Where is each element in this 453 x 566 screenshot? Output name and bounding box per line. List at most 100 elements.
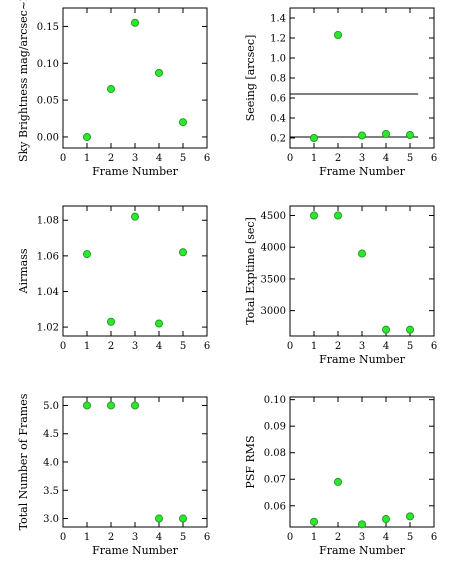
x-tick-label: 2 bbox=[108, 153, 114, 164]
x-tick-label: 4 bbox=[383, 153, 389, 164]
y-tick-label: 0.08 bbox=[264, 448, 286, 459]
data-point bbox=[130, 401, 139, 410]
x-tick-label: 4 bbox=[383, 532, 389, 543]
data-point bbox=[381, 515, 390, 524]
x-tick-label: 5 bbox=[180, 341, 186, 352]
y-tick-label: 1.2 bbox=[270, 34, 286, 45]
y-tick-label: 4000 bbox=[261, 243, 286, 254]
y-axis-label: Airmass bbox=[17, 248, 30, 294]
y-tick-label: 0.2 bbox=[270, 134, 286, 145]
data-point bbox=[154, 68, 163, 77]
y-tick-label: 4500 bbox=[261, 211, 286, 222]
y-axis-label: Total Exptime [sec] bbox=[244, 217, 257, 325]
x-tick-label: 6 bbox=[431, 341, 437, 352]
y-tick-label: 1.04 bbox=[37, 287, 59, 298]
x-tick-label: 5 bbox=[407, 341, 413, 352]
data-point bbox=[309, 211, 318, 220]
data-point bbox=[357, 520, 366, 529]
y-tick-label: 3.5 bbox=[43, 486, 59, 497]
plot-frame bbox=[62, 205, 208, 337]
x-tick-label: 4 bbox=[383, 341, 389, 352]
x-tick-label: 1 bbox=[311, 532, 317, 543]
x-tick-label: 0 bbox=[287, 341, 293, 352]
y-tick-label: 1.02 bbox=[37, 323, 59, 334]
x-tick-label: 2 bbox=[335, 341, 341, 352]
x-tick-label: 5 bbox=[407, 153, 413, 164]
data-point bbox=[154, 319, 163, 328]
y-tick-label: 0.4 bbox=[270, 114, 286, 125]
y-axis-label: Seeing [arcsec] bbox=[244, 35, 257, 122]
data-point bbox=[309, 133, 318, 142]
x-axis-label: Frame Number bbox=[319, 353, 406, 366]
data-point bbox=[405, 130, 414, 139]
x-tick-label: 6 bbox=[204, 532, 210, 543]
x-tick-label: 3 bbox=[359, 153, 365, 164]
y-tick-label: 0.00 bbox=[37, 132, 59, 143]
x-tick-label: 6 bbox=[204, 153, 210, 164]
x-tick-label: 2 bbox=[335, 532, 341, 543]
x-axis-label: Frame Number bbox=[319, 165, 406, 178]
plot-frame bbox=[62, 7, 208, 149]
data-point bbox=[83, 132, 92, 141]
plot-frame bbox=[289, 205, 435, 337]
x-tick-label: 3 bbox=[132, 532, 138, 543]
plot-frame bbox=[289, 396, 435, 528]
data-point bbox=[178, 514, 187, 523]
data-point bbox=[107, 317, 116, 326]
x-tick-label: 1 bbox=[311, 153, 317, 164]
y-tick-label: 0.10 bbox=[264, 395, 286, 406]
x-tick-label: 6 bbox=[431, 532, 437, 543]
y-tick-label: 0.05 bbox=[37, 96, 59, 107]
data-point bbox=[107, 85, 116, 94]
x-tick-label: 4 bbox=[156, 341, 162, 352]
y-tick-label: 1.08 bbox=[37, 216, 59, 227]
y-tick-label: 1.06 bbox=[37, 251, 59, 262]
plot-frame bbox=[289, 7, 435, 149]
data-point bbox=[83, 401, 92, 410]
y-axis-label: Sky Brightness mag/arcsec~2 bbox=[17, 0, 30, 162]
x-tick-label: 3 bbox=[132, 341, 138, 352]
x-tick-label: 0 bbox=[60, 153, 66, 164]
data-point bbox=[405, 325, 414, 334]
x-axis-label: Frame Number bbox=[92, 544, 179, 557]
data-point bbox=[309, 517, 318, 526]
data-point bbox=[333, 477, 342, 486]
y-tick-label: 1.4 bbox=[270, 14, 286, 25]
x-tick-label: 2 bbox=[108, 341, 114, 352]
x-tick-label: 2 bbox=[108, 532, 114, 543]
data-point bbox=[381, 129, 390, 138]
y-tick-label: 0.8 bbox=[270, 74, 286, 85]
panel-3: 0 1 2 3 4 5 6 1.02 1.04 1.06 1.08 Airmass bbox=[17, 205, 210, 352]
data-point bbox=[357, 131, 366, 140]
panel-6: 0 1 2 3 4 5 6 0.06 0.07 0.08 0.09 0.10 Frame Number P… bbox=[244, 395, 437, 557]
data-point bbox=[154, 514, 163, 523]
x-tick-label: 3 bbox=[359, 341, 365, 352]
data-point bbox=[333, 211, 342, 220]
x-tick-label: 0 bbox=[60, 341, 66, 352]
panel-2: 0 1 2 3 4 5 6 0.2 0.4 0.6 0.8 1.0 1.2 1.4 Frame Number… bbox=[244, 7, 437, 178]
x-tick-label: 0 bbox=[287, 153, 293, 164]
y-tick-label: 3500 bbox=[261, 274, 286, 285]
x-tick-label: 1 bbox=[84, 153, 90, 164]
x-tick-label: 6 bbox=[431, 153, 437, 164]
y-tick-label: 4.5 bbox=[43, 429, 59, 440]
x-tick-label: 5 bbox=[180, 153, 186, 164]
y-tick-label: 0.07 bbox=[264, 475, 286, 486]
y-tick-label: 0.06 bbox=[264, 501, 286, 512]
x-tick-label: 0 bbox=[60, 532, 66, 543]
data-point bbox=[130, 212, 139, 221]
x-tick-label: 3 bbox=[132, 153, 138, 164]
x-tick-label: 4 bbox=[156, 532, 162, 543]
y-tick-label: 3.0 bbox=[43, 514, 59, 525]
y-tick-label: 0.15 bbox=[37, 22, 59, 33]
panel-5: 0 1 2 3 4 5 6 3.0 3.5 4.0 4.5 5.0 Frame Number Total … bbox=[17, 393, 210, 557]
x-axis-label: Frame Number bbox=[92, 165, 179, 178]
x-tick-label: 1 bbox=[84, 532, 90, 543]
y-tick-label: 4.0 bbox=[43, 458, 59, 469]
x-tick-label: 1 bbox=[84, 341, 90, 352]
x-tick-label: 6 bbox=[204, 341, 210, 352]
x-axis-label: Frame Number bbox=[319, 544, 406, 557]
data-point bbox=[405, 512, 414, 521]
data-point bbox=[333, 30, 342, 39]
